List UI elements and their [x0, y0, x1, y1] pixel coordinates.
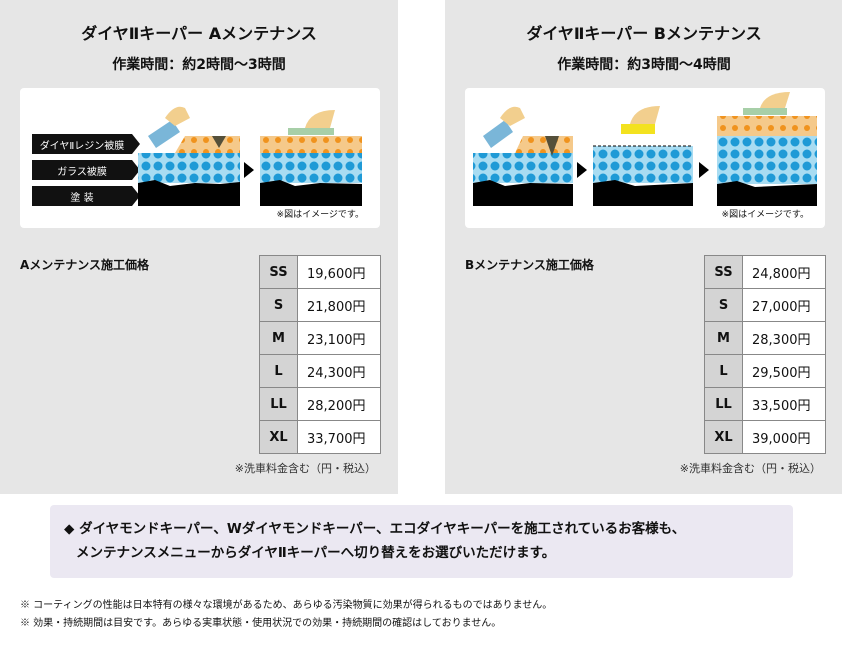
tax-note: ※洗車料金含む（円・税込） [234, 462, 376, 475]
tax-note: ※洗車料金含む（円・税込） [679, 462, 821, 475]
table-row: SS 19,600円 [259, 255, 381, 289]
coating-illustration: ※図はイメージです。 [465, 88, 825, 228]
panel-a-maintenance: ダイヤⅡキーパー Aメンテナンス 作業時間：約2時間～3時間 ダイヤⅡレジン被膜… [0, 0, 398, 494]
size: L [259, 354, 298, 388]
info-line-2: メンテナンスメニューからダイヤⅡキーパーへ切り替えをお選びいただけます。 [76, 545, 556, 561]
price-table: SS 19,600円 S 21,800円 M 23,100円 L 24,300円 LL 2… [259, 255, 381, 454]
layer-label-resin-text: ダイヤⅡレジン被膜 [39, 141, 125, 152]
price: 21,800円 [297, 288, 381, 322]
panel-title: ダイヤⅡキーパー Aメンテナンス [81, 24, 317, 43]
price: 19,600円 [297, 255, 381, 289]
size: M [259, 321, 298, 355]
table-row: SS 24,800円 [704, 255, 826, 289]
size: XL [259, 420, 298, 454]
layer-label-glass-text: ガラス被膜 [57, 167, 107, 178]
layer-label-glass [32, 160, 140, 180]
table-row: LL 33,500円 [704, 387, 826, 421]
layer-label-paint [32, 186, 140, 206]
price: 27,000円 [742, 288, 826, 322]
table-row: L 29,500円 [704, 354, 826, 388]
size: XL [704, 420, 743, 454]
price: 39,000円 [742, 420, 826, 454]
table-row: M 23,100円 [259, 321, 381, 355]
info-line-1: ◆ ダイヤモンドキーパー、Wダイヤモンドキーパー、エコダイヤキーパーを施工されて… [64, 521, 686, 537]
footnote-2: ※ 効果・持続期間は目安です。あらゆる実車状態・使用状況での効果・持続期間の確認… [20, 618, 502, 629]
table-row: LL 28,200円 [259, 387, 381, 421]
price: 23,100円 [297, 321, 381, 355]
table-row: S 21,800円 [259, 288, 381, 322]
layer-label-paint-text: 塗 装 [70, 193, 94, 204]
panel-title: ダイヤⅡキーパー Bメンテナンス [526, 24, 762, 43]
table-row: XL 39,000円 [704, 420, 826, 454]
image-note: ※図はイメージです。 [276, 210, 364, 220]
price-table: SS 24,800円 S 27,000円 M 28,300円 L 29,500円 LL 3… [704, 255, 826, 454]
size: SS [704, 255, 743, 289]
price: 28,300円 [742, 321, 826, 355]
table-row: S 27,000円 [704, 288, 826, 322]
table-row: XL 33,700円 [259, 420, 381, 454]
size: LL [259, 387, 298, 421]
footnote-1: ※ コーティングの性能は日本特有の様々な環境があるため、あらゆる汚染物質に効果が… [20, 600, 553, 611]
size: S [704, 288, 743, 322]
price: 28,200円 [297, 387, 381, 421]
price: 29,500円 [742, 354, 826, 388]
size: LL [704, 387, 743, 421]
layer-label-resin [32, 134, 140, 154]
table-row: L 24,300円 [259, 354, 381, 388]
price: 33,700円 [297, 420, 381, 454]
work-time: 作業時間：約3時間～4時間 [557, 57, 731, 73]
image-note: ※図はイメージです。 [721, 210, 809, 220]
size: S [259, 288, 298, 322]
coating-illustration: ダイヤⅡレジン被膜 ガラス被膜 塗 装 ※図はイメージです。 [20, 88, 380, 228]
work-time: 作業時間：約2時間～3時間 [112, 57, 286, 73]
size: M [704, 321, 743, 355]
price-title: Bメンテナンス施工価格 [465, 258, 594, 272]
size: L [704, 354, 743, 388]
size: SS [259, 255, 298, 289]
price-title: Aメンテナンス施工価格 [20, 258, 150, 272]
price: 33,500円 [742, 387, 826, 421]
price: 24,800円 [742, 255, 826, 289]
switch-info-box: ◆ ダイヤモンドキーパー、Wダイヤモンドキーパー、エコダイヤキーパーを施工されて… [50, 505, 793, 578]
table-row: M 28,300円 [704, 321, 826, 355]
price: 24,300円 [297, 354, 381, 388]
panel-b-maintenance: ダイヤⅡキーパー Bメンテナンス 作業時間：約3時間～4時間 ※図はイメージです… [445, 0, 842, 494]
